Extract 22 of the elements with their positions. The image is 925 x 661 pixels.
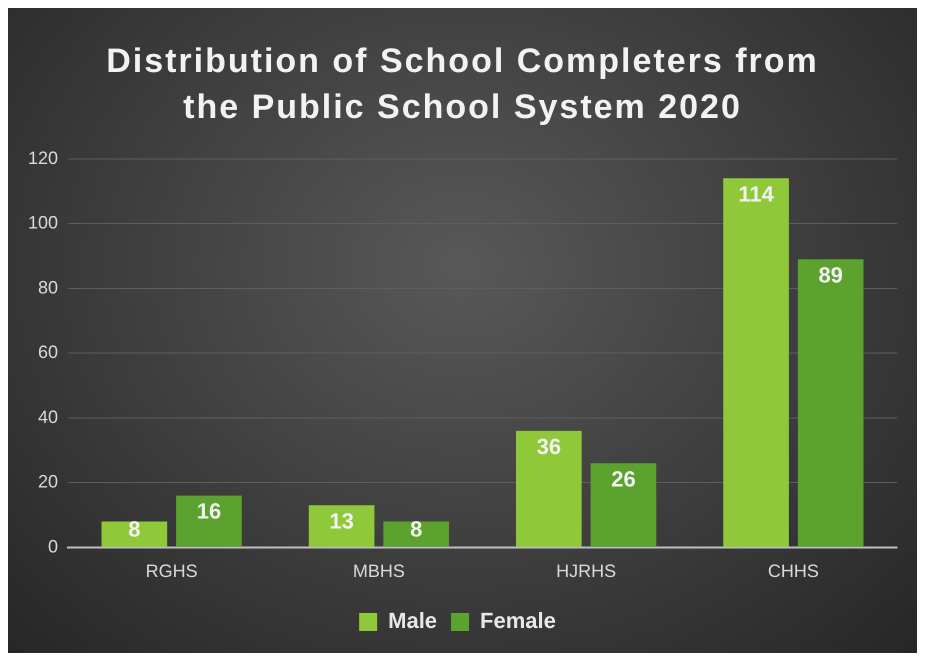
x-tick-label: HJRHS (556, 561, 616, 582)
legend-label: Male (388, 608, 438, 634)
legend-label: Female (480, 608, 556, 634)
y-tick-label: 20 (38, 472, 58, 492)
y-tick-label: 40 (38, 406, 58, 427)
y-tick-label: 60 (38, 342, 58, 362)
data-label: 16 (196, 498, 222, 524)
data-label: 114 (738, 181, 775, 206)
data-label: 36 (536, 434, 562, 459)
data-label: 26 (611, 466, 636, 492)
data-label: 8 (128, 516, 140, 542)
y-tick-label: 120 (28, 148, 58, 168)
y-tick-label: 80 (38, 277, 58, 298)
x-tick-label: RGHS (146, 561, 198, 582)
data-label: 13 (329, 508, 354, 534)
y-tick-label: 0 (48, 536, 58, 556)
data-label: 8 (410, 516, 422, 542)
data-label: 89 (818, 262, 843, 288)
x-tick-label: MBHS (352, 561, 405, 582)
x-tick-label: CHHS (768, 561, 819, 582)
y-tick-label: 100 (28, 212, 58, 233)
chart-title: Distribution of School Completers from the Public School System 2020 (105, 41, 820, 128)
